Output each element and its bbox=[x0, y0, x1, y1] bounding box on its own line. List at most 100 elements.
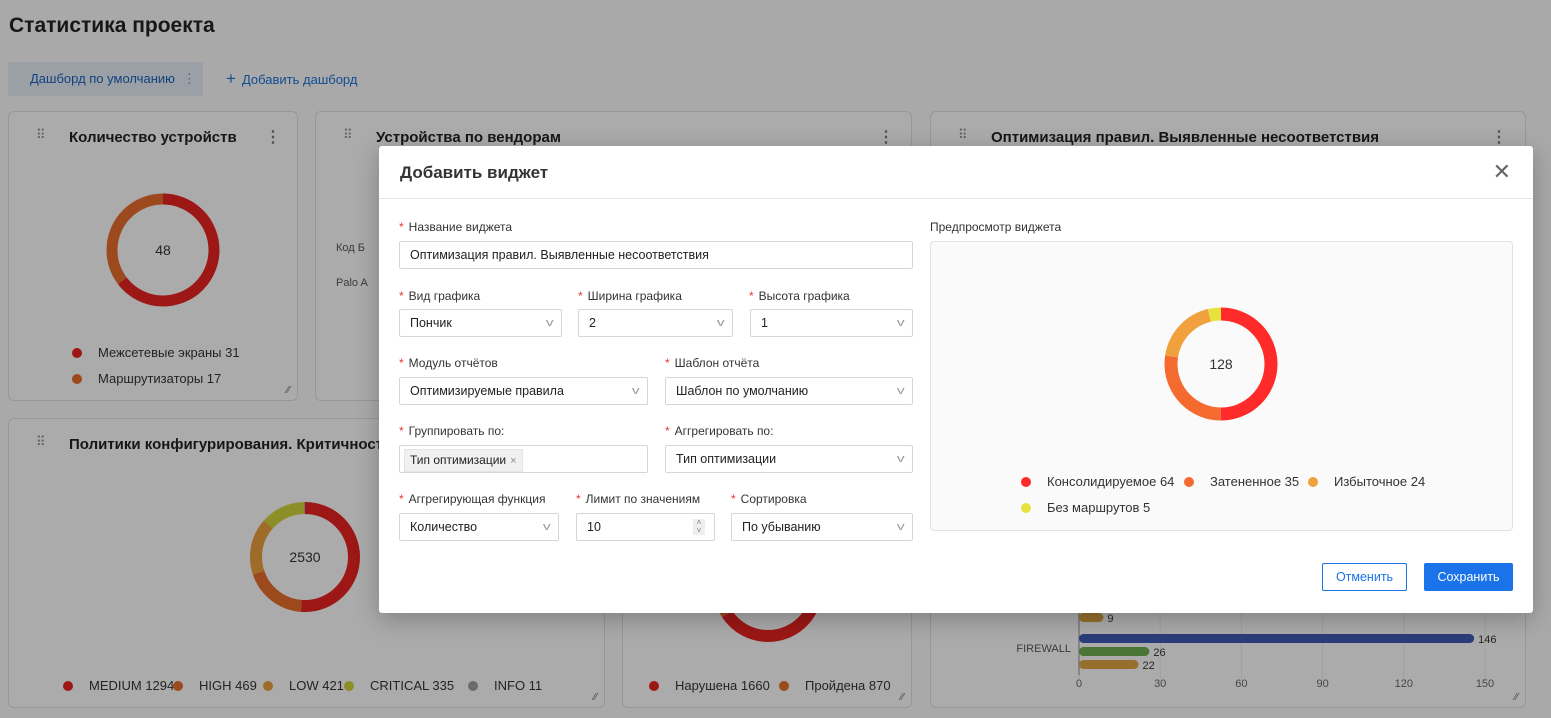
bar-value-label: 146 bbox=[1478, 634, 1496, 646]
label-report-template: * Шаблон отчёта bbox=[665, 356, 760, 370]
legend-item: LOW 421 bbox=[263, 678, 344, 693]
chevron-down-icon: v bbox=[896, 317, 905, 329]
legend-dot bbox=[263, 681, 273, 691]
kebab-icon[interactable]: ⋮ bbox=[1491, 129, 1507, 146]
resize-handle-icon[interactable]: ⁄⁄ bbox=[900, 692, 904, 703]
resize-handle-icon[interactable]: ⁄⁄ bbox=[1514, 692, 1518, 703]
save-button[interactable]: Сохранить bbox=[1424, 563, 1513, 591]
chart-type-select[interactable]: Пончик v bbox=[399, 309, 562, 337]
report-template-select[interactable]: Шаблон по умолчанию v bbox=[665, 377, 913, 405]
label-group-by: * Группировать по: bbox=[399, 424, 505, 438]
x-tick-label: 60 bbox=[1235, 678, 1247, 690]
legend-item: INFO 11 bbox=[468, 678, 542, 693]
legend-item: CRITICAL 335 bbox=[344, 678, 454, 693]
donut-segment[interactable] bbox=[1164, 307, 1278, 421]
label-aggregate-by: * Аггрегировать по: bbox=[665, 424, 774, 438]
x-tick-label: 90 bbox=[1316, 678, 1328, 690]
tag-remove-icon[interactable]: × bbox=[510, 455, 517, 467]
legend-item: Консолидируемое 64 bbox=[1021, 474, 1174, 489]
bar[interactable] bbox=[1079, 660, 1139, 669]
sort-select[interactable]: По убыванию v bbox=[731, 513, 913, 541]
legend-dot bbox=[468, 681, 478, 691]
add-widget-dialog: Добавить виджет ✕ * Название виджета Опти… bbox=[379, 146, 1533, 613]
report-module-select[interactable]: Оптимизируемые правила v bbox=[399, 377, 648, 405]
aggregate-by-select[interactable]: Тип оптимизации v bbox=[665, 445, 913, 473]
preview-label: Предпросмотр виджета bbox=[930, 220, 1062, 234]
bar[interactable] bbox=[1079, 634, 1475, 643]
label-sort: * Сортировка bbox=[731, 492, 807, 506]
bar-value-label: 22 bbox=[1143, 660, 1155, 672]
drag-handle-icon[interactable]: ⠿ bbox=[36, 434, 46, 449]
donut-segment[interactable] bbox=[1164, 307, 1278, 421]
stepper-icon[interactable]: ˄ ˅ bbox=[693, 519, 705, 535]
legend-item: Избыточное 24 bbox=[1308, 474, 1425, 489]
add-dashboard-button[interactable]: + Добавить дашборд bbox=[226, 62, 357, 97]
legend-item: Без маршрутов 5 bbox=[1021, 500, 1150, 515]
bar[interactable] bbox=[1079, 647, 1150, 656]
legend-dot bbox=[63, 681, 73, 691]
x-tick-label: 120 bbox=[1395, 678, 1413, 690]
tab-default-dashboard[interactable]: Дашборд по умолчанию ⋮ bbox=[8, 62, 203, 96]
label-chart-width: * Ширина графика bbox=[578, 289, 682, 303]
y-tick-label: FIREWALL bbox=[1016, 643, 1071, 655]
widget-title: Устройства по вендорам bbox=[376, 129, 561, 146]
chevron-down-icon: v bbox=[545, 317, 554, 329]
x-tick-label: 150 bbox=[1476, 678, 1494, 690]
close-icon[interactable]: ✕ bbox=[1492, 159, 1511, 184]
legend-item: Маршрутизаторы 17 bbox=[72, 371, 221, 386]
widget-name-input[interactable]: Оптимизация правил. Выявленные несоответ… bbox=[399, 241, 913, 269]
widget-preview: 128 Консолидируемое 64 Затененное 35 Изб… bbox=[930, 241, 1513, 531]
legend-item: Пройдена 870 bbox=[779, 678, 891, 693]
legend-item: HIGH 469 bbox=[173, 678, 257, 693]
group-by-select[interactable]: Тип оптимизации × bbox=[399, 445, 648, 473]
agg-func-select[interactable]: Количество v bbox=[399, 513, 559, 541]
legend-item: MEDIUM 1294 bbox=[63, 678, 174, 693]
drag-handle-icon[interactable]: ⠿ bbox=[958, 127, 968, 142]
drag-handle-icon[interactable]: ⠿ bbox=[343, 127, 353, 142]
legend-item: Нарушена 1660 bbox=[649, 678, 770, 693]
donut-segment[interactable] bbox=[250, 502, 360, 612]
label-report-module: * Модуль отчётов bbox=[399, 356, 498, 370]
resize-handle-icon[interactable]: ⁄⁄ bbox=[286, 385, 290, 396]
axis-label: Код Б bbox=[336, 242, 365, 254]
label-chart-height: * Высота графика bbox=[749, 289, 850, 303]
bar-value-label: 9 bbox=[1107, 613, 1113, 625]
kebab-icon[interactable]: ⋮ bbox=[182, 71, 196, 86]
chevron-down-icon: v bbox=[896, 521, 905, 533]
limit-input[interactable]: 10 ˄ ˅ bbox=[576, 513, 715, 541]
legend-dot bbox=[72, 374, 82, 384]
donut-total: 2530 bbox=[289, 549, 320, 565]
widget-title: Количество устройств bbox=[69, 129, 237, 146]
legend-dot bbox=[173, 681, 183, 691]
cancel-button[interactable]: Отменить bbox=[1322, 563, 1407, 591]
donut-chart: 2530 bbox=[250, 502, 360, 612]
chevron-down-icon: v bbox=[542, 521, 551, 533]
x-tick-label: 0 bbox=[1076, 678, 1082, 690]
donut-segment[interactable] bbox=[106, 193, 220, 307]
chevron-down-icon: v bbox=[716, 317, 725, 329]
donut-segment[interactable] bbox=[250, 502, 360, 612]
kebab-icon[interactable]: ⋮ bbox=[265, 129, 281, 146]
label-widget-name: * Название виджета bbox=[399, 220, 513, 234]
legend-dot bbox=[779, 681, 789, 691]
kebab-icon[interactable]: ⋮ bbox=[878, 129, 894, 146]
legend-item: Межсетевые экраны 31 bbox=[72, 345, 240, 360]
resize-handle-icon[interactable]: ⁄⁄ bbox=[593, 692, 597, 703]
tag: Тип оптимизации × bbox=[404, 449, 523, 472]
drag-handle-icon[interactable]: ⠿ bbox=[36, 127, 46, 142]
label-limit: * Лимит по значениям bbox=[576, 492, 701, 506]
legend-item: Затененное 35 bbox=[1184, 474, 1299, 489]
dialog-title: Добавить виджет bbox=[400, 163, 549, 182]
chevron-down-icon: v bbox=[896, 385, 905, 397]
legend-dot bbox=[649, 681, 659, 691]
legend-dot bbox=[344, 681, 354, 691]
add-dashboard-label: Добавить дашборд bbox=[241, 72, 358, 87]
plus-icon: + bbox=[226, 69, 236, 88]
chevron-down-icon: v bbox=[896, 453, 905, 465]
label-agg-func: * Аггрегирующая функция bbox=[399, 492, 546, 506]
bar[interactable] bbox=[1079, 613, 1104, 622]
x-tick-label: 30 bbox=[1154, 678, 1166, 690]
label-chart-type: * Вид графика bbox=[399, 289, 481, 303]
